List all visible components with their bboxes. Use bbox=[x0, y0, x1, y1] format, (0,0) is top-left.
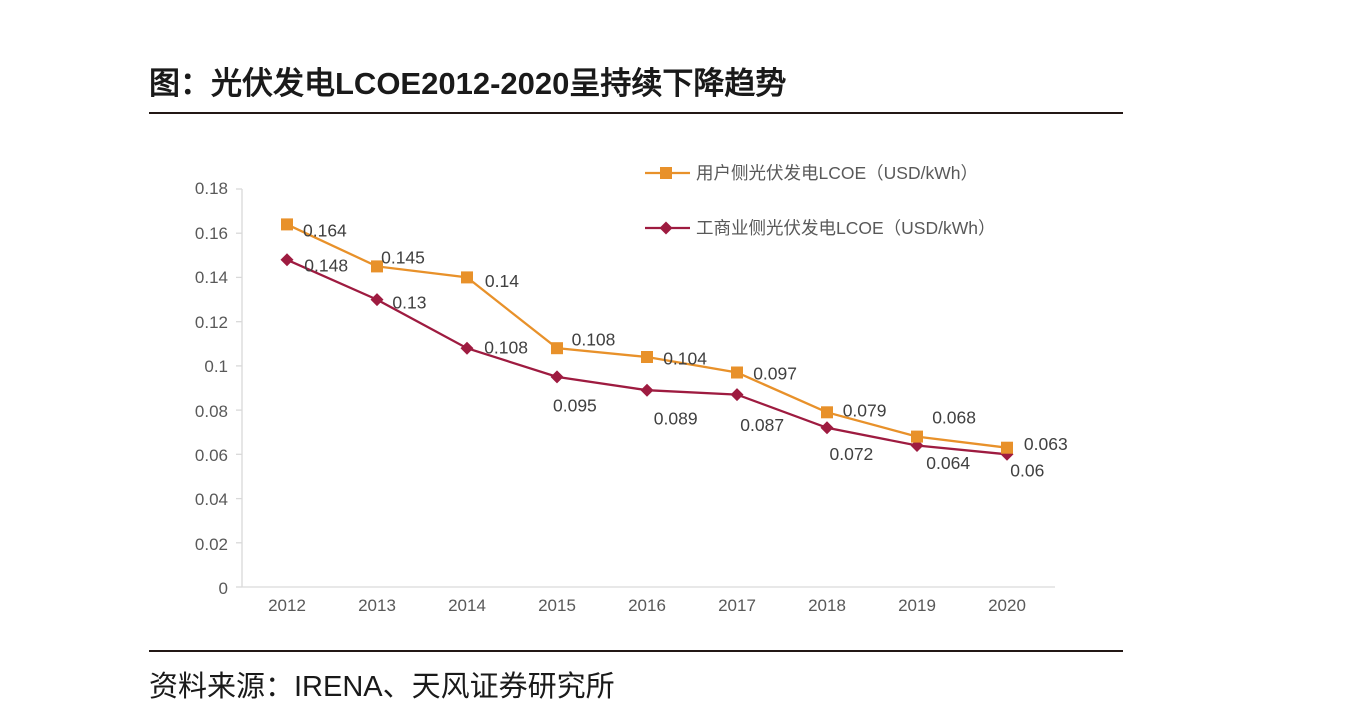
svg-text:0.148: 0.148 bbox=[304, 256, 348, 276]
svg-text:2012: 2012 bbox=[268, 596, 306, 615]
svg-text:0.072: 0.072 bbox=[830, 444, 874, 464]
svg-text:0.06: 0.06 bbox=[1010, 460, 1044, 480]
svg-text:0.095: 0.095 bbox=[553, 395, 597, 415]
svg-text:0.02: 0.02 bbox=[195, 535, 228, 554]
svg-text:0.087: 0.087 bbox=[740, 415, 784, 435]
svg-text:0.104: 0.104 bbox=[663, 348, 707, 368]
svg-text:0.108: 0.108 bbox=[572, 329, 616, 349]
svg-text:0.145: 0.145 bbox=[381, 247, 425, 267]
svg-text:0.14: 0.14 bbox=[485, 271, 519, 291]
svg-text:2013: 2013 bbox=[358, 596, 396, 615]
svg-text:工商业侧光伏发电LCOE（USD/kWh）: 工商业侧光伏发电LCOE（USD/kWh） bbox=[696, 218, 995, 238]
svg-text:0.12: 0.12 bbox=[195, 313, 228, 332]
svg-text:0: 0 bbox=[219, 579, 228, 598]
svg-text:0.079: 0.079 bbox=[843, 400, 887, 420]
svg-text:0.16: 0.16 bbox=[195, 224, 228, 243]
svg-text:0.108: 0.108 bbox=[484, 338, 528, 358]
svg-text:0.164: 0.164 bbox=[303, 221, 347, 241]
svg-text:用户侧光伏发电LCOE（USD/kWh）: 用户侧光伏发电LCOE（USD/kWh） bbox=[696, 163, 978, 183]
svg-text:0.068: 0.068 bbox=[932, 407, 976, 427]
svg-text:0.06: 0.06 bbox=[195, 446, 228, 465]
svg-text:0.13: 0.13 bbox=[392, 292, 426, 312]
svg-text:0.064: 0.064 bbox=[926, 453, 970, 473]
svg-text:0.063: 0.063 bbox=[1024, 434, 1068, 454]
svg-text:0.097: 0.097 bbox=[753, 363, 797, 383]
svg-text:2015: 2015 bbox=[538, 596, 576, 615]
svg-text:2017: 2017 bbox=[718, 596, 756, 615]
svg-text:2018: 2018 bbox=[808, 596, 846, 615]
svg-text:2019: 2019 bbox=[898, 596, 936, 615]
svg-text:0.089: 0.089 bbox=[654, 409, 698, 429]
svg-text:2016: 2016 bbox=[628, 596, 666, 615]
svg-text:2014: 2014 bbox=[448, 596, 486, 615]
svg-text:2020: 2020 bbox=[988, 596, 1026, 615]
svg-text:0.18: 0.18 bbox=[195, 179, 228, 198]
svg-text:0.14: 0.14 bbox=[195, 268, 228, 287]
svg-text:0.1: 0.1 bbox=[204, 357, 228, 376]
svg-text:0.08: 0.08 bbox=[195, 402, 228, 421]
svg-text:0.04: 0.04 bbox=[195, 490, 228, 509]
